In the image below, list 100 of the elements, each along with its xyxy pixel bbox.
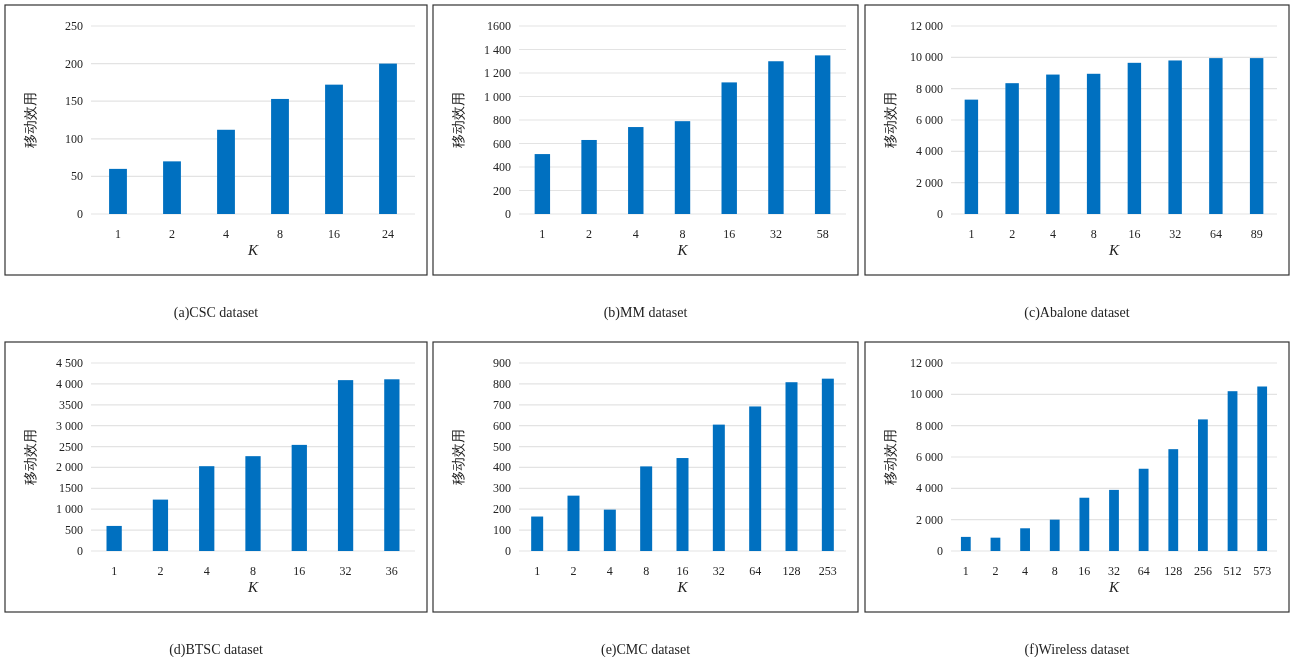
x-tick-label: 24 xyxy=(382,227,394,241)
y-tick-label: 10 000 xyxy=(910,50,943,65)
x-tick-label: 1 xyxy=(111,564,118,578)
x-tick-label: 573 xyxy=(1253,564,1272,578)
x-tick-label: 32 xyxy=(1108,564,1120,578)
y-tick-label: 600 xyxy=(493,136,511,151)
y-axis-title: 移动效用 xyxy=(23,429,38,485)
text: (f)Wireless dataset xyxy=(1024,642,1130,657)
x-tick-label: 1 xyxy=(962,564,969,578)
x-axis-title: K xyxy=(1107,579,1120,595)
x-tick-label: 2 xyxy=(157,564,164,578)
x-tick-label: 4 xyxy=(1049,227,1056,241)
x-tick-label: 32 xyxy=(712,564,725,578)
y-tick-label: 1 400 xyxy=(484,42,511,57)
x-tick-label: 32 xyxy=(339,564,352,578)
y-tick-label: 500 xyxy=(65,523,83,538)
y-axis-title: 移动效用 xyxy=(883,429,898,485)
x-tick-label: 16 xyxy=(1078,564,1091,578)
y-tick-label: 100 xyxy=(65,131,83,146)
y-axis-title: 移动效用 xyxy=(883,92,898,148)
y-tick-label: 700 xyxy=(493,397,511,412)
y-tick-label: 1 000 xyxy=(56,502,83,517)
y-tick-label: 1 000 xyxy=(484,89,511,104)
x-tick-label: 64 xyxy=(1209,227,1222,241)
y-tick-label: 1 200 xyxy=(484,66,511,80)
x-axis-title: K xyxy=(676,242,689,258)
x-tick-label: 16 xyxy=(723,227,736,241)
y-tick-label: 8 000 xyxy=(916,81,943,96)
y-tick-label: 0 xyxy=(937,544,943,558)
y-tick-label: 100 xyxy=(493,523,511,538)
x-tick-label: 4 xyxy=(1022,564,1029,578)
y-tick-label: 12 000 xyxy=(910,356,943,370)
y-axis-title: 移动效用 xyxy=(23,92,38,148)
y-tick-label: 4 500 xyxy=(56,356,83,370)
y-tick-label: 12 000 xyxy=(910,19,943,33)
x-tick-label: 16 xyxy=(293,564,306,578)
x-tick-label: 16 xyxy=(1128,227,1141,241)
y-tick-label: 400 xyxy=(493,160,511,174)
y-axis-title: 移动效用 xyxy=(451,92,466,148)
y-tick-label: 200 xyxy=(493,183,511,198)
x-tick-label: 256 xyxy=(1193,564,1212,578)
y-tick-label: 200 xyxy=(65,56,83,71)
x-tick-label: 32 xyxy=(1169,227,1182,241)
y-tick-label: 4 000 xyxy=(56,376,83,391)
x-tick-label: 32 xyxy=(769,227,782,241)
y-tick-label: 10 000 xyxy=(910,387,943,402)
x-tick-label: 16 xyxy=(328,227,340,241)
x-tick-label: 58 xyxy=(816,227,829,241)
x-tick-label: 8 xyxy=(250,564,256,578)
y-tick-label: 0 xyxy=(505,207,511,221)
y-tick-label: 6 000 xyxy=(916,113,943,127)
x-tick-label: 4 xyxy=(606,564,613,578)
x-tick-label: 4 xyxy=(632,227,639,241)
x-axis-title: K xyxy=(676,579,689,595)
y-tick-label: 600 xyxy=(493,418,511,433)
x-tick-label: 36 xyxy=(385,564,398,578)
y-tick-label: 200 xyxy=(493,502,511,517)
x-tick-label: 1 xyxy=(539,227,546,241)
x-tick-label: 1 xyxy=(115,227,121,241)
y-tick-label: 0 xyxy=(505,544,511,558)
x-tick-label: 1 xyxy=(534,564,541,578)
y-axis-title: 移动效用 xyxy=(451,429,466,485)
x-tick-label: 64 xyxy=(1137,564,1150,578)
y-tick-label: 4 000 xyxy=(916,144,943,159)
y-tick-label: 3500 xyxy=(59,397,83,412)
y-tick-label: 2 000 xyxy=(916,175,943,190)
x-tick-label: 8 xyxy=(643,564,650,578)
y-tick-label: 0 xyxy=(77,544,83,558)
y-tick-label: 900 xyxy=(493,356,511,370)
y-tick-label: 4 000 xyxy=(916,481,943,496)
text: (e)CMC dataset xyxy=(600,642,691,657)
text: (b)MM dataset xyxy=(603,305,688,321)
x-tick-label: 4 xyxy=(223,227,229,241)
x-tick-label: 1 xyxy=(968,227,975,241)
y-tick-label: 300 xyxy=(493,481,511,496)
y-tick-label: 1600 xyxy=(487,19,511,33)
y-tick-label: 3 000 xyxy=(56,418,83,433)
x-tick-label: 8 xyxy=(277,227,283,241)
y-tick-label: 2 000 xyxy=(916,512,943,527)
y-tick-label: 800 xyxy=(493,376,511,391)
y-tick-label: 800 xyxy=(493,113,511,127)
y-tick-label: 400 xyxy=(493,460,511,475)
x-tick-label: 128 xyxy=(782,564,801,578)
x-axis-title: K xyxy=(246,579,259,595)
x-tick-label: 2 xyxy=(992,564,999,578)
y-tick-label: 500 xyxy=(493,439,511,454)
x-tick-label: 128 xyxy=(1164,564,1183,578)
x-tick-label: 4 xyxy=(203,564,210,578)
y-tick-label: 2 000 xyxy=(56,460,83,475)
y-tick-label: 6 000 xyxy=(916,450,943,464)
y-tick-label: 150 xyxy=(65,94,83,109)
x-tick-label: 253 xyxy=(818,564,837,578)
text: (c)Abalone dataset xyxy=(1024,305,1130,321)
x-tick-label: 89 xyxy=(1250,227,1263,241)
text: (d)BTSC dataset xyxy=(169,642,263,657)
x-tick-label: 512 xyxy=(1223,564,1242,578)
y-tick-label: 0 xyxy=(937,207,943,221)
y-tick-label: 8 000 xyxy=(916,418,943,433)
x-tick-label: 2 xyxy=(586,227,593,241)
y-tick-label: 50 xyxy=(71,169,83,184)
